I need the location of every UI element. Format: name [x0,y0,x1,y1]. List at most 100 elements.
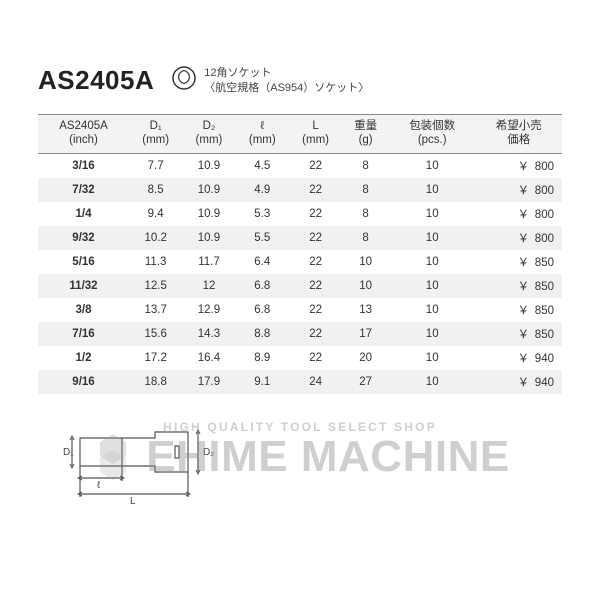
col-header: AS2405A(inch) [38,115,129,154]
table-cell: 10.9 [182,178,235,202]
table-cell: 3/8 [38,298,129,322]
price-cell: ￥ 850 [475,250,562,274]
diagram-L-label: L [130,496,136,506]
table-cell: 4.9 [236,178,289,202]
table-cell: 10 [342,274,389,298]
table-row: 7/1615.614.38.8221710￥ 850 [38,322,562,346]
table-cell: 9/32 [38,226,129,250]
table-row: 1/49.410.95.322810￥ 800 [38,202,562,226]
table-cell: 10.9 [182,226,235,250]
table-row: 3/813.712.96.8221310￥ 850 [38,298,562,322]
table-cell: 7.7 [129,153,182,178]
col-header: 希望小売価格 [475,115,562,154]
title-group: 12角ソケット 〈航空規格（AS954）ソケット〉 [172,66,369,96]
table-cell: 9/16 [38,370,129,394]
table-cell: 17.2 [129,346,182,370]
table-cell: 8 [342,153,389,178]
col-header: 包装個数(pcs.) [389,115,475,154]
table-cell: 3/16 [38,153,129,178]
table-cell: 10 [389,250,475,274]
product-code: AS2405A [38,65,154,96]
table-cell: 5/16 [38,250,129,274]
table-cell: 12.5 [129,274,182,298]
dimension-diagram: D₁ D₂ ℓ L [38,416,562,511]
table-row: 7/328.510.94.922810￥ 800 [38,178,562,202]
socket-12pt-icon [172,66,196,90]
table-cell: 11/32 [38,274,129,298]
col-header: D₁(mm) [129,115,182,154]
table-cell: 11.7 [182,250,235,274]
diagram-d1-label: D₁ [63,447,74,458]
table-cell: 8.8 [236,322,289,346]
price-cell: ￥ 800 [475,178,562,202]
table-cell: 10.9 [182,202,235,226]
header-row: AS2405A 12角ソケット 〈航空規格（AS954）ソケット〉 [38,65,562,96]
table-row: 1/217.216.48.9222010￥ 940 [38,346,562,370]
table-row: 11/3212.5126.8221010￥ 850 [38,274,562,298]
price-cell: ￥ 940 [475,346,562,370]
table-cell: 12.9 [182,298,235,322]
table-cell: 10.2 [129,226,182,250]
table-cell: 7/32 [38,178,129,202]
table-cell: 11.3 [129,250,182,274]
table-row: 9/3210.210.95.522810￥ 800 [38,226,562,250]
diagram-d2-label: D₂ [203,447,214,458]
table-cell: 6.4 [236,250,289,274]
table-cell: 8.5 [129,178,182,202]
table-cell: 8 [342,226,389,250]
table-cell: 16.4 [182,346,235,370]
table-cell: 1/2 [38,346,129,370]
table-cell: 12 [182,274,235,298]
table-cell: 10 [342,250,389,274]
spec-table: AS2405A(inch)D₁(mm)D₂(mm)ℓ(mm)L(mm)重量(g)… [38,114,562,394]
table-cell: 9.1 [236,370,289,394]
table-cell: 5.5 [236,226,289,250]
table-cell: 22 [289,226,342,250]
col-header: D₂(mm) [182,115,235,154]
table-cell: 6.8 [236,274,289,298]
price-cell: ￥ 800 [475,202,562,226]
table-cell: 17 [342,322,389,346]
table-cell: 22 [289,298,342,322]
table-cell: 6.8 [236,298,289,322]
table-cell: 13.7 [129,298,182,322]
table-cell: 20 [342,346,389,370]
table-cell: 10 [389,346,475,370]
price-cell: ￥ 850 [475,274,562,298]
price-cell: ￥ 800 [475,153,562,178]
table-cell: 22 [289,274,342,298]
table-row: 5/1611.311.76.4221010￥ 850 [38,250,562,274]
table-cell: 10 [389,153,475,178]
table-cell: 10 [389,298,475,322]
price-cell: ￥ 940 [475,370,562,394]
table-cell: 10.9 [182,153,235,178]
table-cell: 22 [289,322,342,346]
table-cell: 9.4 [129,202,182,226]
table-cell: 8 [342,202,389,226]
table-cell: 5.3 [236,202,289,226]
table-cell: 10 [389,370,475,394]
title-line2: 〈航空規格（AS954）ソケット〉 [204,81,369,96]
table-cell: 10 [389,322,475,346]
table-cell: 24 [289,370,342,394]
price-cell: ￥ 850 [475,322,562,346]
table-cell: 8 [342,178,389,202]
table-cell: 13 [342,298,389,322]
price-cell: ￥ 800 [475,226,562,250]
table-cell: 8.9 [236,346,289,370]
table-cell: 15.6 [129,322,182,346]
table-cell: 22 [289,178,342,202]
diagram-l-label: ℓ [97,480,101,491]
table-cell: 22 [289,202,342,226]
table-cell: 10 [389,178,475,202]
table-cell: 7/16 [38,322,129,346]
table-cell: 1/4 [38,202,129,226]
table-cell: 22 [289,346,342,370]
table-cell: 10 [389,202,475,226]
table-cell: 10 [389,274,475,298]
col-header: L(mm) [289,115,342,154]
table-row: 3/167.710.94.522810￥ 800 [38,153,562,178]
table-cell: 18.8 [129,370,182,394]
title-line1: 12角ソケット [204,66,369,81]
table-cell: 22 [289,153,342,178]
